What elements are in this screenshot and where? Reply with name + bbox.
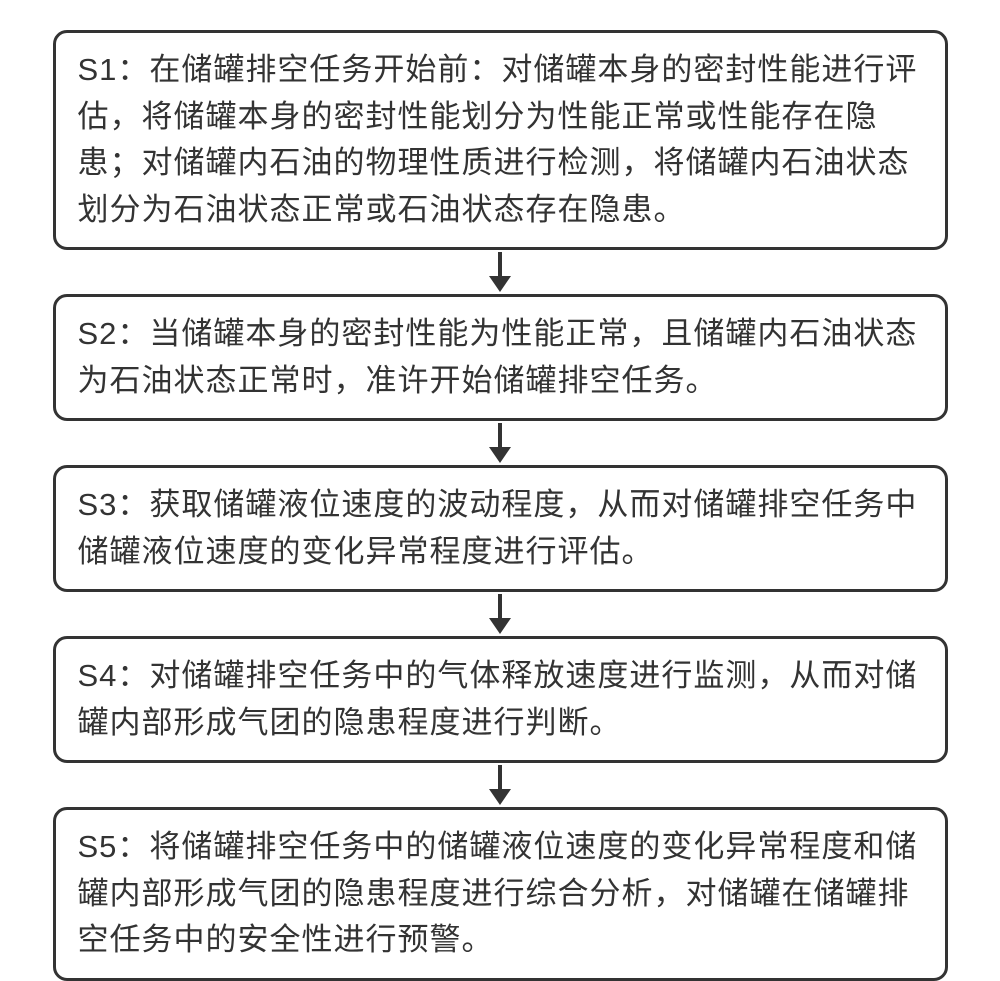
arrow-line: [498, 252, 502, 276]
step-text-s3: S3：获取储罐液位速度的波动程度，从而对储罐排空任务中储罐液位速度的变化异常程度…: [78, 482, 923, 575]
step-box-s5: S5：将储罐排空任务中的储罐液位速度的变化异常程度和储罐内部形成气团的隐患程度进…: [53, 807, 948, 981]
step-text-s1: S1：在储罐排空任务开始前：对储罐本身的密封性能进行评估，将储罐本身的密封性能划…: [78, 47, 923, 233]
arrow-line: [498, 765, 502, 789]
arrow-head-icon: [489, 447, 511, 463]
arrow-line: [498, 423, 502, 447]
step-box-s2: S2：当储罐本身的密封性能为性能正常，且储罐内石油状态为石油状态正常时，准许开始…: [53, 294, 948, 421]
step-box-s1: S1：在储罐排空任务开始前：对储罐本身的密封性能进行评估，将储罐本身的密封性能划…: [53, 30, 948, 250]
arrow-s1-s2: [489, 250, 511, 294]
step-text-s5: S5：将储罐排空任务中的储罐液位速度的变化异常程度和储罐内部形成气团的隐患程度进…: [78, 824, 923, 964]
arrow-head-icon: [489, 789, 511, 805]
step-text-s2: S2：当储罐本身的密封性能为性能正常，且储罐内石油状态为石油状态正常时，准许开始…: [78, 311, 923, 404]
arrow-head-icon: [489, 276, 511, 292]
step-text-s4: S4：对储罐排空任务中的气体释放速度进行监测，从而对储罐内部形成气团的隐患程度进…: [78, 653, 923, 746]
flowchart-container: S1：在储罐排空任务开始前：对储罐本身的密封性能进行评估，将储罐本身的密封性能划…: [45, 30, 955, 981]
arrow-s4-s5: [489, 763, 511, 807]
arrow-head-icon: [489, 618, 511, 634]
arrow-s2-s3: [489, 421, 511, 465]
step-box-s3: S3：获取储罐液位速度的波动程度，从而对储罐排空任务中储罐液位速度的变化异常程度…: [53, 465, 948, 592]
arrow-line: [498, 594, 502, 618]
arrow-s3-s4: [489, 592, 511, 636]
step-box-s4: S4：对储罐排空任务中的气体释放速度进行监测，从而对储罐内部形成气团的隐患程度进…: [53, 636, 948, 763]
